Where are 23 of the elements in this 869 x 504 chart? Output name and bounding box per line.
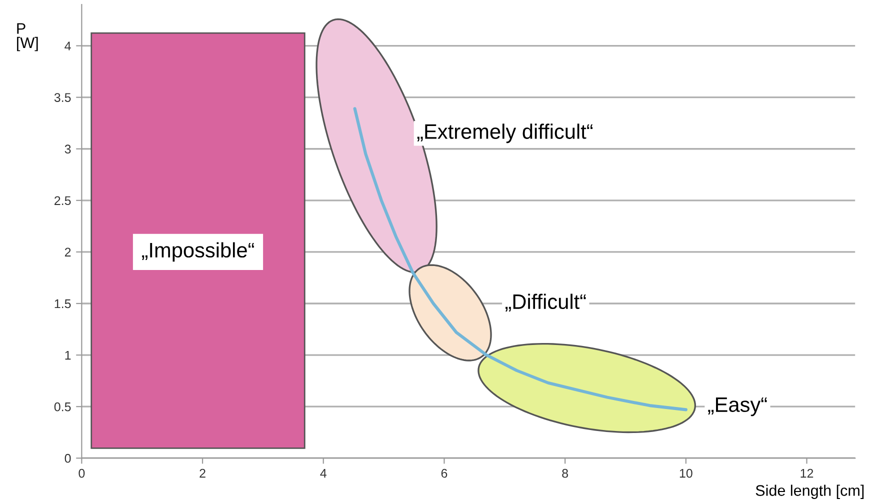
x-tick-label: 0 <box>78 468 85 478</box>
y-tick-label: 2 <box>64 248 71 256</box>
y-tick-label: 2.5 <box>54 196 71 206</box>
annotation: „Extremely difficult“ <box>417 124 593 144</box>
x-axis-title: Side length [cm] <box>756 484 864 499</box>
annotation: „Easy“ <box>708 397 767 416</box>
line-series <box>353 107 688 412</box>
y-axis-title: P [W] <box>17 23 38 52</box>
x-tick-label: 4 <box>320 469 326 478</box>
y-tick-label: 1.5 <box>54 299 71 308</box>
y-tick-label: 3.5 <box>54 93 71 102</box>
y-tick-label: 1 <box>65 350 71 360</box>
y-tick-label: 4 <box>64 42 71 50</box>
x-tick-label: 2 <box>200 468 206 478</box>
y-tick-label: 0.5 <box>54 402 71 412</box>
y-tick-label: 3 <box>64 144 71 154</box>
band-label: „Impossible“ <box>142 242 254 262</box>
x-tick-label: 10 <box>680 468 692 478</box>
y-tick-label: 0 <box>64 454 71 463</box>
x-tick-label: 12 <box>800 468 814 478</box>
x-tick-label: 8 <box>562 468 568 478</box>
x-tick-label: 6 <box>441 468 448 478</box>
annotation: „Difficult“ <box>506 294 586 312</box>
